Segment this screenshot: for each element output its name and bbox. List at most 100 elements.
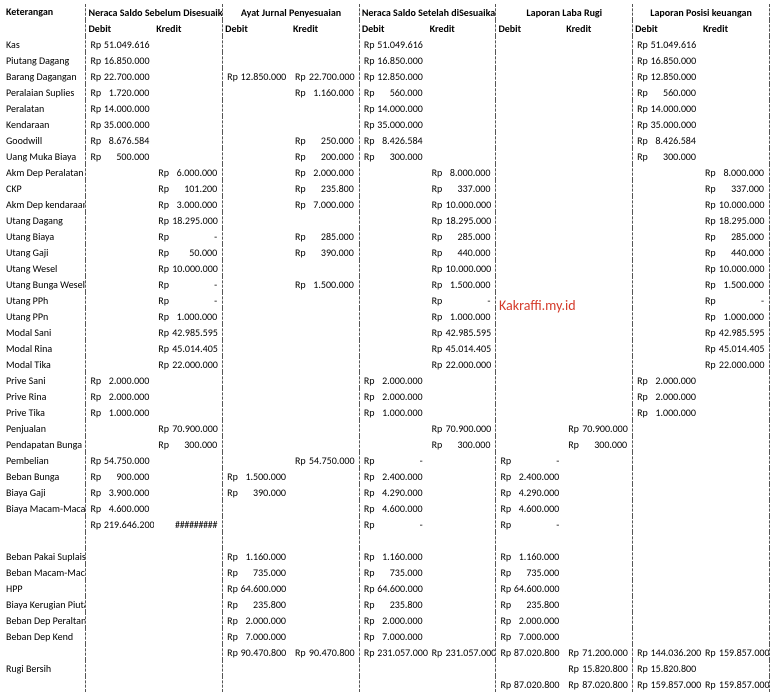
currency-label	[633, 276, 649, 292]
amount-cell	[649, 292, 701, 308]
currency-label	[564, 116, 580, 132]
sec-2: Neraca Saldo Setelah diSesuaikan	[359, 4, 496, 20]
amount-cell	[512, 180, 564, 196]
currency-label: Rp	[291, 244, 307, 260]
amount-cell: 10.000.000	[717, 196, 770, 212]
row-label	[4, 676, 86, 692]
table-row: Utang DagangRp18.295.000Rp18.295.000Rp18…	[4, 212, 770, 228]
currency-label	[428, 116, 444, 132]
currency-label	[359, 164, 375, 180]
row-label: Modal Rina	[4, 340, 86, 356]
amount-cell	[580, 548, 632, 564]
row-label	[4, 516, 86, 532]
amount-cell: -	[512, 452, 564, 468]
row-label	[4, 532, 86, 548]
amount-cell: 1.160.000	[375, 548, 427, 564]
currency-label	[359, 324, 375, 340]
currency-label: Rp	[564, 660, 580, 676]
amount-cell	[239, 500, 291, 516]
amount-cell	[580, 68, 632, 84]
currency-label: Rp	[496, 628, 512, 644]
row-label: Utang Biaya	[4, 228, 86, 244]
amount-cell	[580, 340, 632, 356]
currency-label	[496, 132, 512, 148]
currency-label: Rp	[701, 356, 717, 372]
amount-cell: 235.800	[512, 596, 564, 612]
currency-label: Rp	[291, 84, 307, 100]
currency-label	[223, 36, 239, 52]
currency-label	[633, 452, 649, 468]
currency-label: Rp	[633, 644, 649, 660]
amount-cell	[580, 52, 632, 68]
currency-label	[428, 388, 444, 404]
amount-cell: 1.000.000	[170, 308, 222, 324]
currency-label	[359, 260, 375, 276]
currency-label	[428, 564, 444, 580]
amount-cell: 1.000.000	[444, 308, 496, 324]
amount-cell	[239, 516, 291, 532]
currency-label: Rp	[359, 84, 375, 100]
amount-cell: 12.850.000	[239, 68, 291, 84]
currency-label	[564, 260, 580, 276]
currency-label	[86, 164, 102, 180]
amount-cell: 18.295.000	[717, 212, 770, 228]
amount-cell	[444, 148, 496, 164]
currency-label	[496, 276, 512, 292]
amount-cell	[170, 452, 222, 468]
amount-cell	[717, 468, 770, 484]
currency-label	[633, 228, 649, 244]
amount-cell	[170, 564, 222, 580]
amount-cell: 8.000.000	[444, 164, 496, 180]
amount-cell	[512, 228, 564, 244]
currency-label	[86, 292, 102, 308]
amount-cell	[307, 324, 359, 340]
currency-label	[428, 628, 444, 644]
amount-cell	[239, 372, 291, 388]
currency-label: Rp	[496, 612, 512, 628]
currency-label: Rp	[701, 244, 717, 260]
amount-cell	[649, 228, 701, 244]
currency-label: Rp	[633, 36, 649, 52]
currency-label	[223, 372, 239, 388]
currency-label	[223, 660, 239, 676]
col-debit: Debit	[223, 20, 291, 36]
amount-cell	[102, 580, 154, 596]
currency-label	[633, 260, 649, 276]
amount-cell	[102, 596, 154, 612]
currency-label	[633, 596, 649, 612]
currency-label	[564, 564, 580, 580]
amount-cell	[512, 36, 564, 52]
currency-label: Rp	[359, 628, 375, 644]
currency-label	[428, 484, 444, 500]
amount-cell	[580, 180, 632, 196]
amount-cell: 2.000.000	[307, 164, 359, 180]
currency-label	[633, 436, 649, 452]
currency-label: Rp	[564, 676, 580, 692]
amount-cell	[102, 676, 154, 692]
currency-label: Rp	[291, 180, 307, 196]
currency-label	[291, 580, 307, 596]
currency-label	[701, 548, 717, 564]
currency-label: Rp	[496, 500, 512, 516]
currency-label: Rp	[359, 148, 375, 164]
amount-cell: 54.750.000	[307, 452, 359, 468]
amount-cell: 235.800	[307, 180, 359, 196]
amount-cell	[444, 132, 496, 148]
amount-cell	[580, 484, 632, 500]
amount-cell: 12.850.000	[375, 68, 427, 84]
currency-label: Rp	[291, 132, 307, 148]
currency-label	[428, 68, 444, 84]
currency-label: Rp	[86, 68, 102, 84]
currency-label	[564, 148, 580, 164]
amount-cell	[580, 132, 632, 148]
amount-cell	[170, 404, 222, 420]
amount-cell	[307, 516, 359, 532]
currency-label: Rp	[428, 276, 444, 292]
amount-cell	[307, 548, 359, 564]
amount-cell	[717, 132, 770, 148]
currency-label: Rp	[428, 164, 444, 180]
amount-cell: 101.200	[170, 180, 222, 196]
amount-cell: -	[375, 516, 427, 532]
currency-label: Rp	[359, 596, 375, 612]
currency-label	[154, 116, 170, 132]
